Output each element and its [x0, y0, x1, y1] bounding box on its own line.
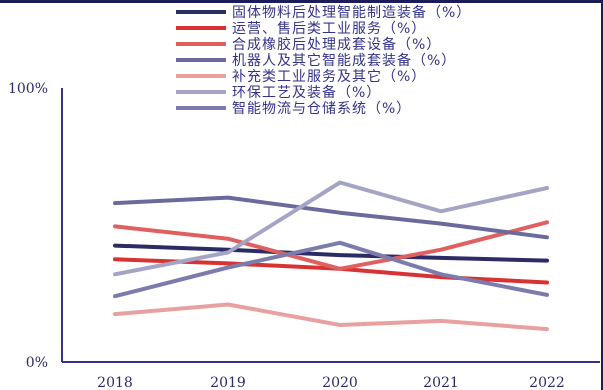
- data-point-1-2021: [439, 256, 443, 260]
- y-tick-label-max: 100%: [8, 81, 48, 97]
- chart-series: [113, 180, 549, 332]
- data-point-2-2019: [226, 261, 230, 265]
- chart-legend: 固体物料后处理智能制造装备（%）运营、售后类工业服务（%）合成橡胶后处理成套设备…: [176, 4, 471, 117]
- series-line-1: [113, 243, 549, 263]
- data-point-5-2021: [439, 319, 443, 323]
- right-border: [601, 0, 603, 390]
- data-point-5-2020: [338, 323, 342, 327]
- data-point-2-2018: [113, 257, 117, 261]
- data-point-3-2019: [226, 237, 230, 241]
- data-point-5-2022: [545, 327, 549, 331]
- legend-label-5: 补充类工业服务及其它（%）: [232, 68, 426, 85]
- data-point-7-2021: [439, 272, 443, 276]
- data-point-6-2021: [439, 209, 443, 213]
- data-point-4-2019: [226, 196, 230, 200]
- x-tick-label-2020: 2020: [322, 375, 358, 390]
- data-point-7-2020: [338, 241, 342, 245]
- data-point-4-2021: [439, 222, 443, 226]
- legend-label-1: 固体物料后处理智能制造装备（%）: [232, 4, 471, 21]
- series-6: [113, 180, 549, 277]
- series-4: [113, 195, 549, 240]
- data-point-1-2022: [545, 259, 549, 263]
- legend-label-6: 环保工艺及装备（%）: [232, 84, 381, 101]
- data-point-1-2018: [113, 244, 117, 248]
- series-1: [113, 243, 549, 263]
- data-point-7-2022: [545, 293, 549, 297]
- data-point-5-2019: [226, 303, 230, 306]
- data-point-7-2018: [113, 294, 117, 298]
- top-border: [0, 0, 603, 3]
- data-point-6-2022: [545, 186, 549, 190]
- data-point-6-2018: [113, 272, 117, 276]
- series-5: [113, 302, 549, 332]
- data-point-3-2018: [113, 224, 117, 228]
- x-tick-label-2019: 2019: [210, 375, 246, 390]
- data-point-3-2022: [545, 220, 549, 224]
- legend-label-3: 合成橡胶后处理成套设备（%）: [232, 36, 441, 53]
- data-point-4-2018: [113, 201, 117, 205]
- x-tick-label-2018: 2018: [97, 375, 133, 390]
- data-point-5-2018: [113, 312, 117, 316]
- data-point-6-2020: [338, 181, 342, 184]
- data-point-3-2020: [338, 267, 342, 271]
- data-point-7-2019: [226, 266, 230, 269]
- x-tick-label-2022: 2022: [529, 375, 565, 390]
- data-point-6-2019: [226, 250, 230, 254]
- data-point-2-2022: [545, 281, 549, 284]
- data-point-1-2020: [338, 253, 342, 257]
- y-tick-label-min: 0%: [26, 355, 48, 371]
- legend-label-7: 智能物流与仓储系统（%）: [232, 101, 411, 117]
- legend-label-2: 运营、售后类工业服务（%）: [232, 21, 426, 37]
- series-3: [113, 220, 549, 271]
- x-tick-label-2021: 2021: [423, 375, 459, 390]
- chart-axes: 100% 0%: [8, 81, 600, 371]
- x-tick-labels: 2018 2019 2020 2021 2022: [97, 375, 565, 390]
- data-point-3-2021: [439, 248, 443, 252]
- legend-label-4: 机器人及其它智能成套装备（%）: [232, 52, 456, 69]
- series-line-5: [113, 302, 549, 332]
- data-point-4-2020: [338, 211, 342, 215]
- series-7: [113, 240, 549, 299]
- data-point-4-2022: [545, 235, 549, 239]
